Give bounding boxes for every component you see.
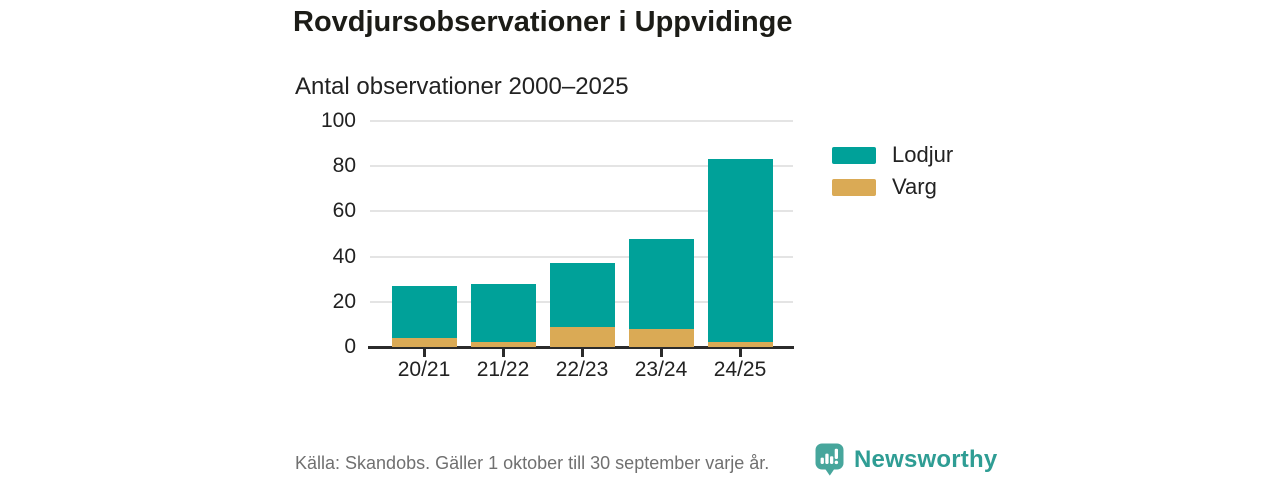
newsworthy-brand: Newsworthy — [815, 443, 997, 477]
x-axis-tick — [659, 349, 663, 357]
bar-segment-varg — [549, 326, 615, 347]
y-tick-label: 40 — [332, 244, 356, 268]
legend-label-lodjur: Lodjur — [892, 142, 954, 167]
x-axis-tick — [422, 349, 426, 357]
y-tick-label: 60 — [332, 199, 356, 223]
newsworthy-logo-icon — [815, 443, 844, 476]
source-text: Källa: Skandobs. Gäller 1 oktober till 3… — [295, 453, 770, 473]
x-tick-label: 24/25 — [713, 358, 767, 381]
legend-item-lodjur: Lodjur — [832, 139, 953, 171]
bar-segment-lodjur — [628, 238, 694, 329]
bar-segment-varg — [628, 328, 694, 347]
bar-segment-varg — [470, 342, 536, 347]
brand-wordmark: Newsworthy — [854, 446, 998, 473]
chart-subtitle: Antal observationer 2000–2025 — [295, 73, 629, 100]
x-tick-label: 21/22 — [476, 358, 530, 381]
x-axis-tick — [501, 349, 505, 357]
legend: Lodjur Varg — [832, 139, 953, 203]
gridline-y80 — [370, 165, 793, 168]
gridline-y100 — [370, 120, 793, 122]
page-title: Rovdjursobservationer i Uppvidinge — [293, 6, 793, 38]
x-axis-tick — [738, 349, 742, 357]
legend-swatch-lodjur — [832, 146, 876, 164]
legend-label-varg: Varg — [892, 174, 937, 199]
legend-item-varg: Varg — [832, 171, 953, 203]
bar-segment-lodjur — [549, 263, 615, 327]
y-tick-label: 20 — [332, 289, 356, 313]
bar-segment-lodjur — [707, 159, 773, 343]
y-tick-label: 0 — [344, 335, 356, 358]
bar-segment-lodjur — [470, 283, 536, 343]
x-tick-label: 20/21 — [397, 358, 451, 381]
bar-segment-varg — [391, 337, 457, 347]
bar-segment-varg — [707, 342, 773, 347]
gridline-y60 — [370, 210, 793, 213]
y-tick-label: 80 — [332, 154, 356, 178]
x-axis-tick — [580, 349, 584, 357]
x-tick-label: 22/23 — [555, 358, 609, 381]
x-axis-line — [368, 346, 794, 349]
bar-segment-lodjur — [391, 285, 457, 338]
y-tick-label: 100 — [320, 109, 356, 132]
legend-swatch-varg — [832, 178, 876, 196]
x-tick-label: 23/24 — [634, 358, 688, 381]
gridline-y40 — [370, 255, 793, 258]
